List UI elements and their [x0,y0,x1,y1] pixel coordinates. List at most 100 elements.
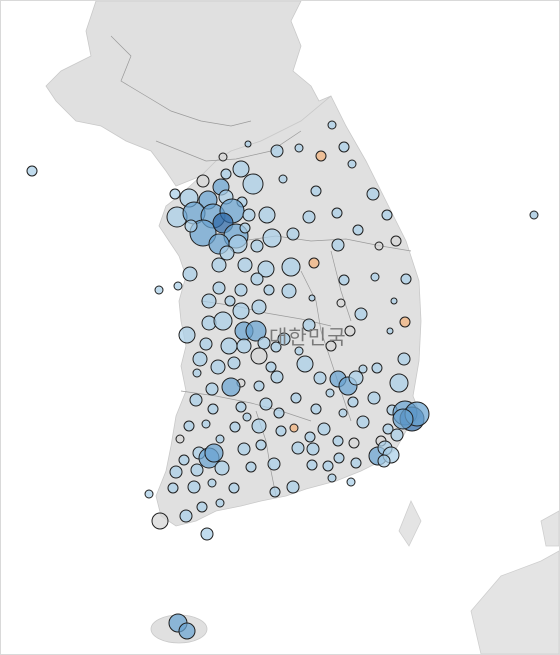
map-mark[interactable] [529,210,539,220]
map-mark[interactable] [257,260,275,278]
map-mark[interactable] [344,325,356,337]
map-mark[interactable] [374,241,384,251]
map-mark[interactable] [169,188,181,200]
map-mark[interactable] [291,441,305,455]
map-mark[interactable] [235,401,247,413]
map-mark[interactable] [275,425,287,437]
map-mark[interactable] [302,210,316,224]
map-mark[interactable] [173,281,183,291]
map-mark[interactable] [315,150,327,162]
map-mark[interactable] [229,421,241,433]
map-mark[interactable] [26,165,38,177]
map-mark[interactable] [325,340,337,352]
map-mark[interactable] [214,460,230,476]
map-mark[interactable] [205,382,219,396]
map-mark[interactable] [259,397,273,411]
map-mark[interactable] [308,257,320,269]
map-mark[interactable] [327,473,337,483]
map-mark[interactable] [352,224,364,236]
map-mark[interactable] [377,454,391,468]
map-mark[interactable] [313,371,327,385]
map-mark[interactable] [201,293,217,309]
map-mark[interactable] [245,320,267,342]
map-mark[interactable] [192,351,208,367]
map-mark[interactable] [179,509,193,523]
map-mark[interactable] [294,346,304,356]
map-mark[interactable] [224,295,236,307]
map-mark[interactable] [200,527,214,541]
map-mark[interactable] [245,461,257,473]
map-mark[interactable] [400,273,412,285]
map-mark[interactable] [167,482,179,494]
map-mark[interactable] [253,380,265,392]
map-mark[interactable] [178,454,190,466]
map-mark[interactable] [306,459,318,471]
map-mark[interactable] [255,439,267,451]
map-mark[interactable] [333,452,345,464]
map-mark[interactable] [302,318,316,332]
map-mark[interactable] [338,408,348,418]
map-mark[interactable] [220,168,232,180]
map-mark[interactable] [358,364,368,374]
map-mark[interactable] [294,143,304,153]
map-mark[interactable] [281,257,301,277]
map-mark[interactable] [389,373,409,393]
map-mark[interactable] [270,370,284,384]
map-mark[interactable] [336,298,346,308]
map-mark[interactable] [386,327,394,335]
map-mark[interactable] [144,489,154,499]
map-mark[interactable] [237,257,253,273]
map-mark[interactable] [228,482,240,494]
map-mark[interactable] [199,337,213,351]
map-mark[interactable] [273,407,285,419]
map-mark[interactable] [201,419,211,429]
map-mark[interactable] [232,160,250,178]
map-mark[interactable] [218,152,228,162]
map-mark[interactable] [322,460,334,472]
map-mark[interactable] [210,359,226,375]
map-mark[interactable] [178,326,196,344]
map-mark[interactable] [234,283,248,297]
map-mark[interactable] [250,239,264,253]
map-mark[interactable] [286,480,300,494]
map-mark[interactable] [212,281,226,295]
map-mark[interactable] [278,174,288,184]
map-mark[interactable] [390,428,404,442]
map-mark[interactable] [207,403,219,415]
map-mark[interactable] [286,227,300,241]
map-mark[interactable] [189,393,203,407]
map-mark[interactable] [347,396,359,408]
map-mark[interactable] [367,391,381,405]
map-mark[interactable] [237,442,251,456]
map-mark[interactable] [175,434,185,444]
map-mark[interactable] [289,423,299,433]
map-mark[interactable] [204,443,224,463]
map-mark[interactable] [207,478,217,488]
map-mark[interactable] [192,368,202,378]
map-mark[interactable] [263,284,275,296]
map-mark[interactable] [382,423,394,435]
map-mark[interactable] [196,174,210,188]
map-mark[interactable] [250,347,268,365]
map-mark[interactable] [390,297,398,305]
map-mark[interactable] [332,435,344,447]
map-mark[interactable] [227,356,241,370]
map-mark[interactable] [348,370,364,386]
map-mark[interactable] [258,206,276,224]
map-mark[interactable] [399,316,411,328]
map-mark[interactable] [354,307,368,321]
map-mark[interactable] [213,311,233,331]
map-mark[interactable] [270,341,282,353]
map-mark[interactable] [184,219,198,233]
map-mark[interactable] [182,266,198,282]
map-mark[interactable] [242,412,252,422]
map-mark[interactable] [348,437,360,449]
map-mark[interactable] [183,420,195,432]
map-mark[interactable] [190,463,204,477]
map-mark[interactable] [232,302,250,320]
map-mark[interactable] [270,144,284,158]
map-mark[interactable] [356,415,370,429]
map-mark[interactable] [306,442,320,456]
map-mark[interactable] [154,285,164,295]
